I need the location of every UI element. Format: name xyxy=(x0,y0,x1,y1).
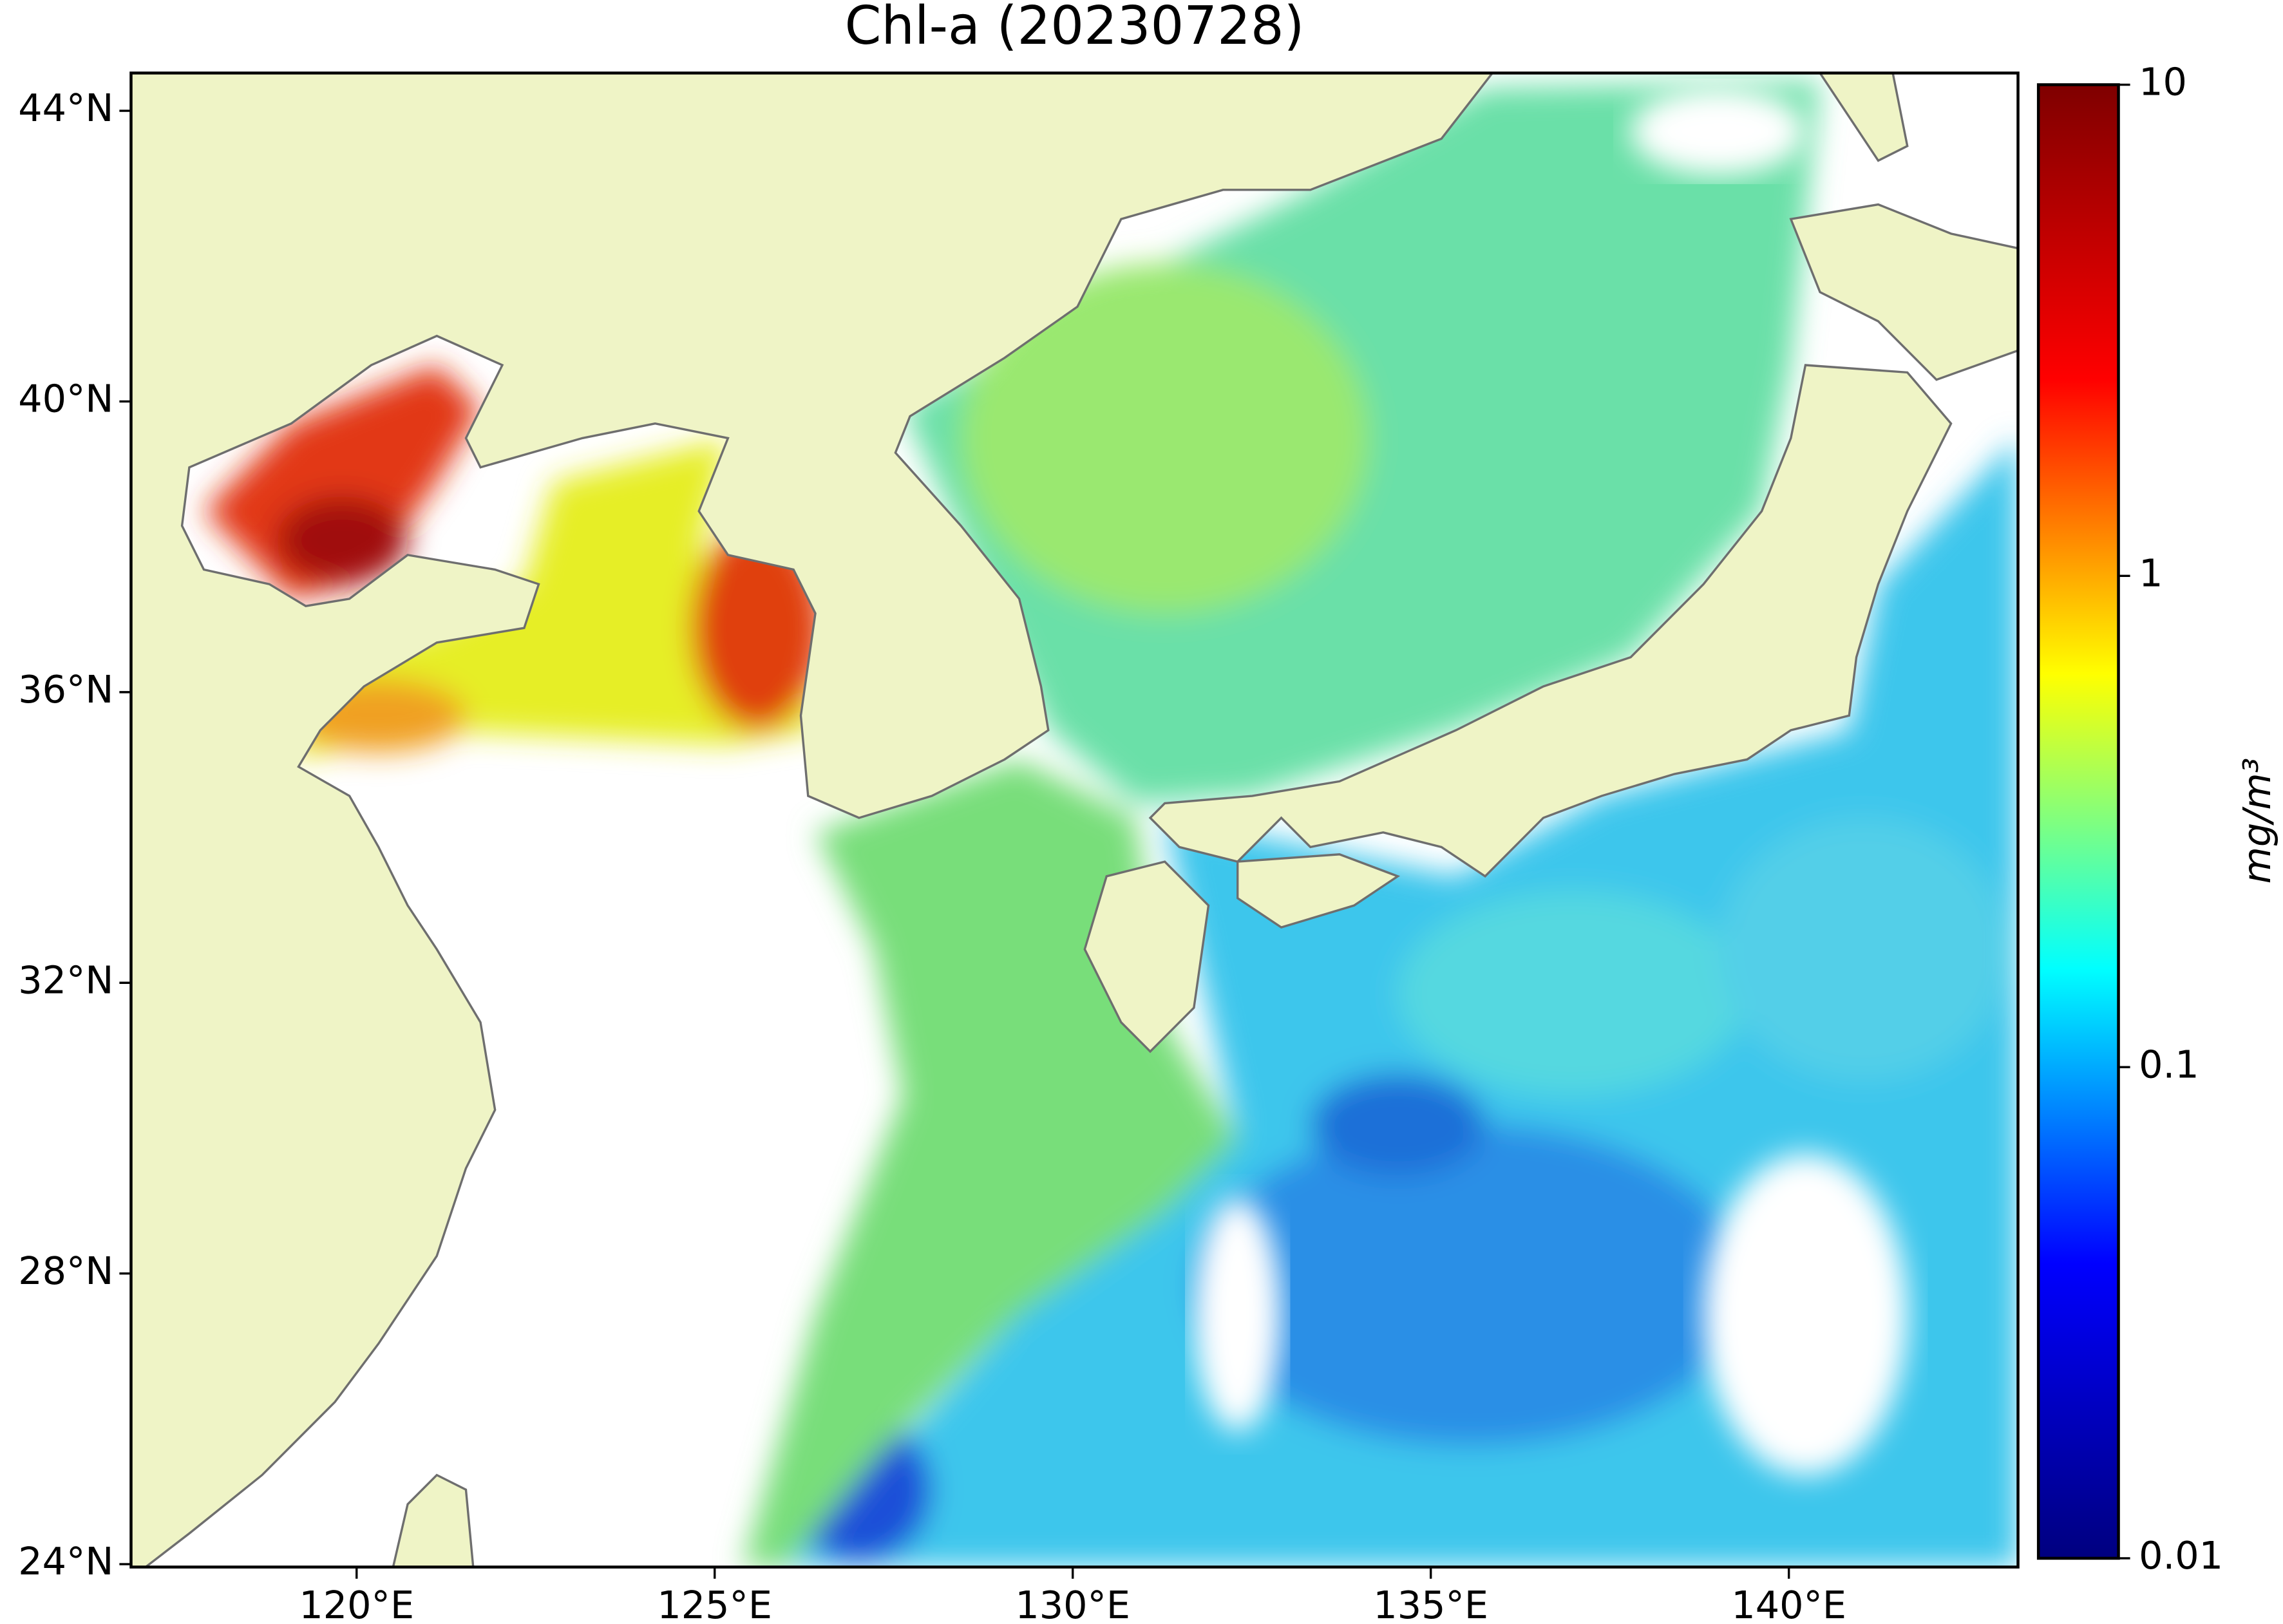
cloud xyxy=(1631,88,1806,176)
cloud xyxy=(1193,1197,1282,1431)
x-tick-label: 120°E xyxy=(299,1583,414,1624)
y-tick-label: 40°N xyxy=(18,377,113,421)
x-tick-label: 140°E xyxy=(1731,1583,1846,1624)
colorbar-label: mg/m³ xyxy=(2235,758,2279,884)
y-tick-label: 36°N xyxy=(18,667,113,712)
x-tick-label: 135°E xyxy=(1373,1583,1488,1624)
plot-frame xyxy=(129,71,2020,1569)
map-area xyxy=(131,73,2018,1567)
cloud xyxy=(1703,1153,1908,1475)
colorbar-tick-label: 0.01 xyxy=(2139,1533,2223,1578)
y-tick-label: 32°N xyxy=(18,958,113,1002)
x-tick-label: 125°E xyxy=(657,1583,772,1624)
y-tick-label: 44°N xyxy=(18,86,113,130)
colorbar-tick-label: 10 xyxy=(2139,60,2187,104)
chart-title: Chl-a (20230728) xyxy=(845,0,1305,57)
colorbar xyxy=(2036,83,2120,1560)
x-tick-label: 130°E xyxy=(1015,1583,1130,1624)
colorbar-tick-label: 1 xyxy=(2139,551,2163,595)
y-tick-label: 28°N xyxy=(18,1249,113,1293)
colorbar-tick-label: 0.1 xyxy=(2139,1042,2199,1086)
land xyxy=(131,73,2018,1567)
y-tick-label: 24°N xyxy=(18,1539,113,1583)
